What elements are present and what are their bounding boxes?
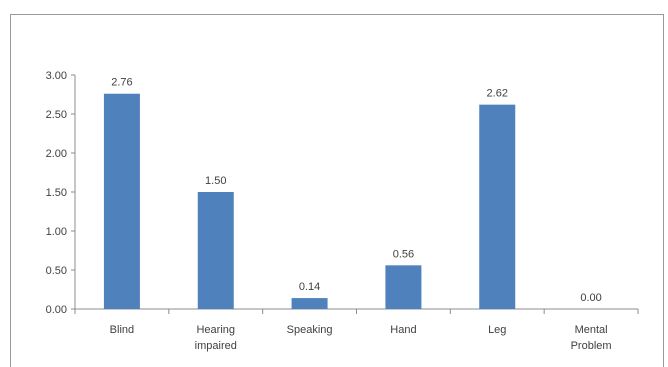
y-tick-label: 2.00 (46, 148, 67, 160)
chart-frame (10, 14, 664, 367)
y-tick-label: 2.50 (46, 109, 67, 121)
category-label: Problem (571, 340, 612, 352)
category-label: Hand (390, 324, 416, 336)
data-label: 1.50 (205, 175, 226, 187)
x-axis: Blind Hearing impaired Speaking Hand Leg Menta… (74, 308, 639, 352)
data-label: 0.00 (580, 292, 601, 304)
y-tick-label: 3.00 (46, 70, 67, 82)
bar (291, 298, 328, 309)
category-label: impaired (195, 340, 237, 352)
category-label: Hearing (196, 324, 235, 336)
data-label: 0.14 (299, 281, 320, 293)
y-axis: 0.00 0.50 1.00 1.50 2.00 2.50 3.00 (46, 70, 76, 316)
bar (385, 265, 422, 309)
category-label: Blind (110, 324, 134, 336)
y-tick-label: 1.50 (46, 187, 67, 199)
y-tick-label: 0.50 (46, 265, 67, 277)
category-label: Leg (488, 324, 506, 336)
y-tick-label: 0.00 (46, 304, 67, 316)
bar (197, 192, 234, 309)
data-label: 2.62 (487, 88, 508, 100)
data-labels: 2.76 1.50 0.14 0.56 2.62 0.00 (111, 77, 602, 304)
bar (479, 104, 516, 309)
data-label: 2.76 (111, 77, 132, 89)
bars (103, 93, 516, 309)
data-label: 0.56 (393, 248, 414, 260)
category-label: Mental (575, 324, 608, 336)
bar (103, 93, 140, 309)
y-tick-label: 1.00 (46, 226, 67, 238)
category-label: Speaking (287, 324, 333, 336)
